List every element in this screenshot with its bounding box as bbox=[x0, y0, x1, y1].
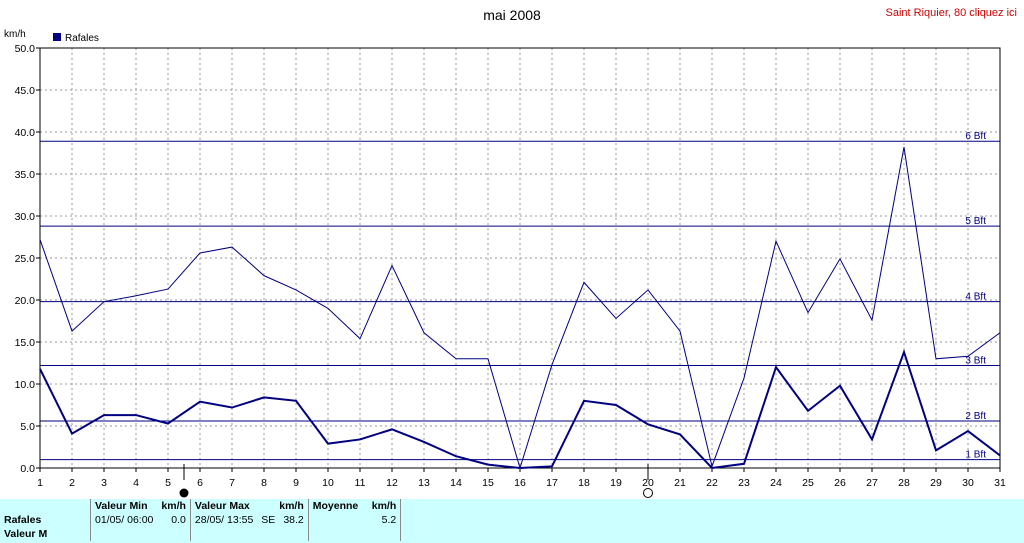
x-tick-label: 12 bbox=[386, 477, 398, 489]
x-tick-label: 31 bbox=[994, 477, 1006, 489]
x-tick-label: 6 bbox=[197, 477, 203, 489]
max-date: 28/05/ 13:55 bbox=[189, 513, 258, 527]
max-value: 38.2 bbox=[283, 514, 304, 526]
beaufort-label: 5 Bft bbox=[965, 216, 986, 227]
new-moon-icon bbox=[643, 488, 653, 498]
y-tick-label: 40.0 bbox=[15, 127, 36, 139]
y-tick-label: 0.0 bbox=[20, 463, 35, 475]
y-tick-label: 15.0 bbox=[15, 337, 36, 349]
moon-phases bbox=[179, 464, 653, 498]
x-tick-label: 8 bbox=[261, 477, 267, 489]
x-tick-label: 27 bbox=[866, 477, 878, 489]
y-tick-label: 20.0 bbox=[15, 295, 36, 307]
y-tick-label: 30.0 bbox=[15, 211, 36, 223]
max-unit-header: km/h bbox=[279, 500, 304, 512]
beaufort-label: 1 Bft bbox=[965, 450, 986, 461]
x-tick-label: 20 bbox=[642, 477, 654, 489]
y-tick-label: 50.0 bbox=[15, 43, 36, 55]
x-tick-label: 21 bbox=[674, 477, 686, 489]
x-tick-label: 16 bbox=[514, 477, 526, 489]
y-tick-label: 5.0 bbox=[20, 421, 35, 433]
x-tick-label: 17 bbox=[546, 477, 558, 489]
row-label: Rafales bbox=[4, 514, 42, 526]
legend: Rafales bbox=[53, 33, 99, 44]
x-tick-label: 19 bbox=[610, 477, 622, 489]
min-value: 0.0 bbox=[171, 514, 186, 526]
chart: mai 2008 Saint Riquier, 80 cliquez ici k… bbox=[4, 7, 1017, 498]
x-tick-label: 30 bbox=[962, 477, 974, 489]
y-tick-label: 35.0 bbox=[15, 169, 36, 181]
avg-value: 5.2 bbox=[381, 514, 397, 526]
full-moon-icon bbox=[179, 488, 189, 498]
y-axis: 0.0 5.0 10.0 15.0 20.0 25.0 30.0 35.0 40.0 45.0 50… bbox=[15, 43, 40, 475]
chart-title: mai 2008 bbox=[483, 7, 541, 23]
x-axis: 1 2 3 4 5 6 7 8 9 10 11 12 13 14 15 16 17 18 19 20 21 22 23 24 2… bbox=[37, 468, 1006, 489]
x-tick-label: 29 bbox=[930, 477, 942, 489]
x-tick-label: 26 bbox=[834, 477, 846, 489]
legend-swatch bbox=[53, 33, 61, 41]
y-unit-label: km/h bbox=[4, 29, 26, 40]
y-tick-label: 25.0 bbox=[15, 253, 36, 265]
x-tick-label: 10 bbox=[322, 477, 334, 489]
x-tick-label: 5 bbox=[165, 477, 171, 489]
min-header: Valeur Min bbox=[90, 499, 158, 513]
beaufort-label: 2 Bft bbox=[965, 411, 986, 422]
series-line-secondary bbox=[39, 147, 1001, 470]
avg-header: Moyenne bbox=[307, 499, 363, 513]
x-tick-label: 7 bbox=[229, 477, 235, 489]
x-tick-label: 2 bbox=[69, 477, 75, 489]
x-tick-label: 18 bbox=[578, 477, 590, 489]
x-tick-label: 11 bbox=[355, 477, 366, 489]
x-tick-label: 3 bbox=[101, 477, 107, 489]
beaufort-label: 3 Bft bbox=[965, 356, 986, 367]
y-tick-label: 45.0 bbox=[15, 85, 36, 97]
beaufort-label: 6 Bft bbox=[965, 131, 986, 142]
grid bbox=[40, 48, 1000, 468]
x-tick-label: 4 bbox=[133, 477, 139, 489]
x-tick-label: 14 bbox=[450, 477, 462, 489]
x-tick-label: 25 bbox=[802, 477, 814, 489]
min-unit-header: km/h bbox=[161, 500, 186, 512]
legend-label: Rafales bbox=[65, 33, 99, 44]
max-dir: SE bbox=[261, 514, 276, 526]
x-tick-label: 1 bbox=[37, 477, 43, 489]
x-tick-label: 15 bbox=[482, 477, 494, 489]
summary-panel: Valeur Min km/h Valeur Max km/h Moyenne … bbox=[0, 499, 1024, 543]
x-tick-label: 23 bbox=[738, 477, 750, 489]
x-tick-label: 24 bbox=[770, 477, 782, 489]
min-date: 01/05/ 06:00 bbox=[90, 513, 158, 527]
beaufort-lines: 1 Bft 2 Bft 3 Bft 4 Bft 5 Bft 6 Bft bbox=[40, 131, 1000, 461]
x-tick-label: 13 bbox=[418, 477, 430, 489]
y-tick-label: 10.0 bbox=[15, 379, 36, 391]
beaufort-label: 4 Bft bbox=[965, 292, 986, 303]
x-tick-label: 22 bbox=[706, 477, 718, 489]
avg-unit-header: km/h bbox=[371, 500, 397, 512]
max-header: Valeur Max bbox=[189, 499, 258, 513]
x-tick-label: 28 bbox=[898, 477, 910, 489]
series bbox=[39, 147, 1001, 470]
station-link[interactable]: Saint Riquier, 80 cliquez ici bbox=[886, 7, 1017, 19]
row2-label: Valeur M bbox=[4, 528, 48, 540]
x-tick-label: 9 bbox=[293, 477, 299, 489]
